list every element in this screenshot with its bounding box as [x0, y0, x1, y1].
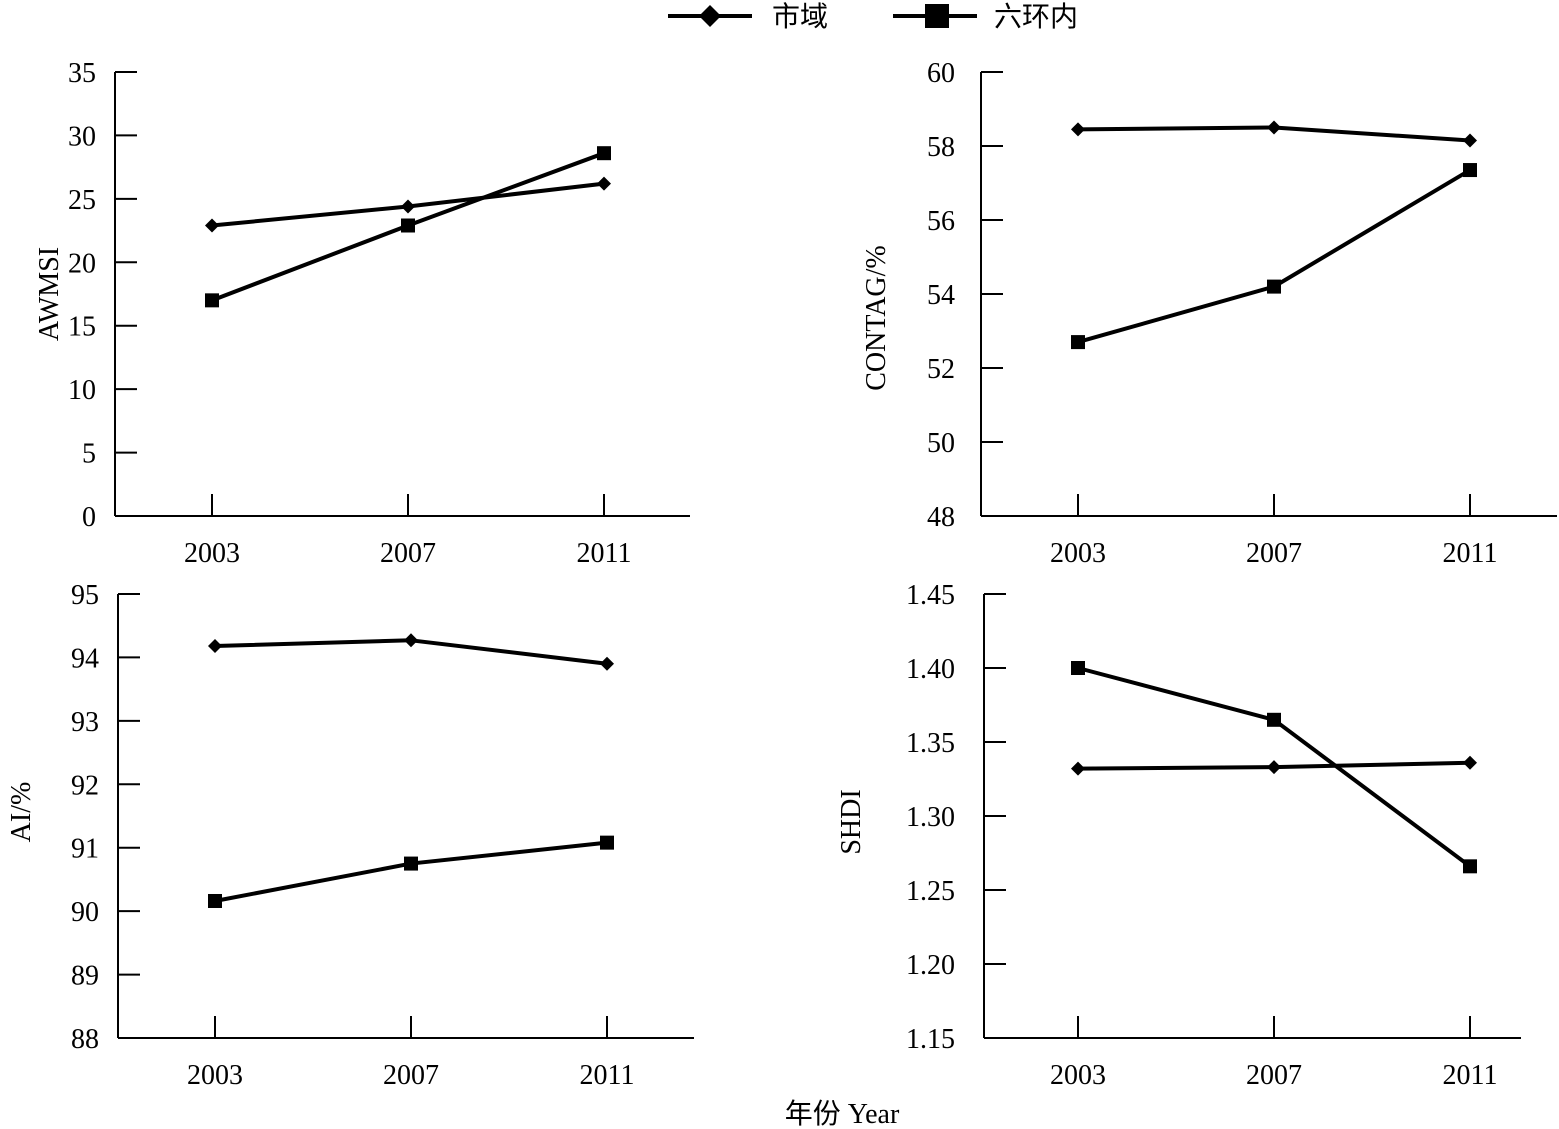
- data-point-diamond: [1071, 122, 1085, 137]
- data-point-square: [404, 856, 418, 871]
- y-tick-label: 1.30: [906, 802, 955, 833]
- data-point-diamond: [597, 176, 611, 191]
- y-tick-label: 54: [927, 280, 955, 311]
- data-point-square: [597, 146, 611, 161]
- chart-panel-awmsi: 0 5 10 15 20 25 30 35 2003 2007 2011 AWMSI: [34, 58, 690, 569]
- y-tick-label: 10: [68, 375, 96, 406]
- data-point-diamond: [208, 639, 222, 654]
- data-point-square: [208, 893, 222, 908]
- x-tick-label: 2007: [383, 1060, 439, 1091]
- y-tick-label: 30: [68, 121, 96, 152]
- y-tick-label: 25: [68, 185, 96, 216]
- data-point-square: [1071, 661, 1085, 675]
- x-tick-label: 2011: [580, 1060, 635, 1091]
- y-tick-label: 1.40: [906, 654, 955, 685]
- x-tick-label: 2003: [1050, 1060, 1106, 1091]
- x-tick-label: 2011: [577, 538, 632, 569]
- chart-panel-shdi: 1.15 1.20 1.25 1.30 1.35 1.40 1.45 2003 2007 2011…: [836, 580, 1521, 1091]
- y-tick-label: 1.20: [906, 950, 955, 981]
- y-tick-label: 1.15: [906, 1024, 955, 1055]
- x-tick-label: 2003: [1050, 538, 1106, 569]
- legend: 市域 六环内: [668, 1, 1078, 33]
- chart-panel-contag: 48 50 52 54 56 58 60 2003 2007 2011 CONTAG/%: [861, 58, 1557, 569]
- legend-label-city: 市域: [772, 1, 828, 33]
- legend-label-sixth-ring: 六环内: [994, 1, 1078, 33]
- x-tick-label: 2007: [380, 538, 436, 569]
- y-tick-label: 58: [927, 132, 955, 163]
- x-tick-label: 2011: [1443, 538, 1498, 569]
- y-tick-label: 60: [927, 58, 955, 89]
- data-point-diamond: [205, 218, 219, 233]
- y-tick-label: 0: [82, 502, 96, 533]
- y-tick-label: 35: [68, 58, 96, 89]
- y-tick-label: 95: [71, 580, 99, 611]
- legend-diamond-marker: [699, 5, 721, 27]
- y-axis-title: CONTAG/%: [861, 245, 892, 391]
- y-tick-label: 5: [82, 439, 96, 470]
- y-tick-label: 90: [71, 897, 99, 928]
- data-point-square: [600, 835, 614, 850]
- data-point-diamond: [1267, 120, 1281, 135]
- y-tick-label: 15: [68, 312, 96, 343]
- y-tick-label: 93: [71, 707, 99, 738]
- data-point-square: [1463, 859, 1477, 874]
- data-point-square: [1267, 712, 1281, 727]
- y-tick-label: 91: [71, 834, 99, 865]
- data-point-square: [1267, 279, 1281, 294]
- y-tick-label: 50: [927, 428, 955, 459]
- y-tick-label: 89: [71, 961, 99, 992]
- y-tick-label: 48: [927, 502, 955, 533]
- y-tick-label: 88: [71, 1024, 99, 1055]
- y-tick-label: 56: [927, 206, 955, 237]
- y-tick-label: 1.25: [906, 876, 955, 907]
- data-point-square: [1071, 335, 1085, 350]
- x-axis-title: 年份 Year: [785, 1098, 900, 1129]
- data-point-diamond: [1463, 133, 1477, 148]
- data-point-square: [205, 293, 219, 308]
- x-tick-label: 2003: [184, 538, 240, 569]
- series-line-sixth-ring: [1077, 168, 1472, 345]
- y-tick-label: 20: [68, 248, 96, 279]
- x-tick-label: 2007: [1246, 1060, 1302, 1091]
- x-tick-label: 2011: [1443, 1060, 1498, 1091]
- y-axis-title: AWMSI: [34, 247, 65, 341]
- data-point-diamond: [600, 656, 614, 671]
- data-point-diamond: [1267, 760, 1281, 775]
- y-tick-label: 1.35: [906, 728, 955, 759]
- y-axis-title: AI/%: [6, 782, 37, 843]
- y-tick-label: 94: [71, 643, 99, 674]
- data-point-square: [1463, 163, 1477, 178]
- chart-panel-ai: 88 89 90 91 92 93 94 95 2003 2007 2011 AI/%: [6, 580, 694, 1091]
- x-tick-label: 2003: [187, 1060, 243, 1091]
- data-point-diamond: [1071, 761, 1085, 776]
- data-point-square: [401, 218, 415, 233]
- y-axis-title: SHDI: [836, 789, 867, 854]
- legend-square-marker: [925, 4, 949, 28]
- data-point-diamond: [1463, 755, 1477, 770]
- y-tick-label: 92: [71, 770, 99, 801]
- x-tick-label: 2007: [1246, 538, 1302, 569]
- y-tick-label: 52: [927, 354, 955, 385]
- panels: 0 5 10 15 20 25 30 35 2003 2007 2011 AWMSI 48 50 52 54 5…: [6, 58, 1557, 1091]
- series-line-sixth-ring: [214, 840, 608, 903]
- data-point-diamond: [401, 199, 415, 214]
- y-tick-label: 1.45: [906, 580, 955, 611]
- data-point-diamond: [404, 633, 418, 648]
